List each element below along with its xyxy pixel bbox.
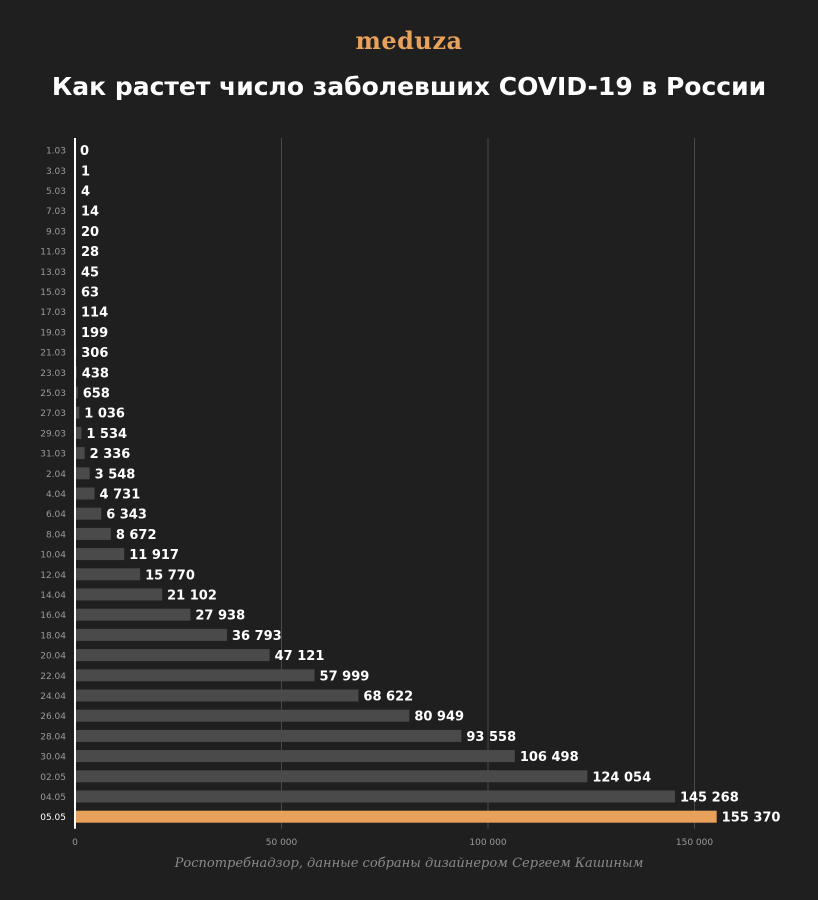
category-label: 05.05	[40, 813, 66, 823]
value-label: 658	[83, 387, 110, 402]
category-label: 28.04	[40, 732, 66, 742]
value-label: 45	[81, 265, 99, 280]
source-note: Роспотребнадзор, данные собраны дизайнер…	[174, 856, 644, 871]
value-label: 8 672	[116, 528, 157, 543]
bar	[75, 426, 82, 439]
value-label: 3 548	[95, 467, 136, 482]
bar	[75, 386, 78, 399]
value-label: 4	[81, 185, 90, 200]
value-label: 145 268	[680, 791, 739, 806]
value-label: 6 343	[106, 508, 147, 523]
value-label: 68 622	[363, 690, 413, 705]
bar	[75, 729, 462, 742]
value-label: 28	[81, 245, 99, 260]
category-label: 6.04	[46, 510, 66, 520]
value-label: 27 938	[195, 609, 245, 624]
chart-title: Как растет число заболевших COVID-19 в Р…	[51, 72, 767, 101]
value-label: 0	[80, 144, 89, 159]
category-label: 18.04	[40, 631, 66, 641]
value-label: 11 917	[129, 548, 179, 563]
value-label: 114	[81, 306, 108, 321]
category-label: 16.04	[40, 611, 66, 621]
category-label: 12.04	[40, 571, 66, 581]
bar	[75, 487, 95, 500]
bar	[75, 588, 163, 601]
category-label: 19.03	[40, 328, 66, 338]
category-label: 02.05	[40, 773, 66, 783]
value-label: 4 731	[100, 488, 141, 503]
category-label: 11.03	[40, 248, 66, 258]
value-label: 20	[81, 225, 99, 240]
bar	[75, 548, 125, 561]
value-label: 1 534	[86, 427, 127, 442]
category-label: 24.04	[40, 692, 66, 702]
category-label: 25.03	[40, 389, 66, 399]
bar	[75, 649, 270, 662]
bar	[75, 507, 102, 520]
value-label: 80 949	[414, 710, 464, 725]
category-label: 8.04	[46, 530, 66, 540]
value-label: 155 370	[722, 811, 781, 826]
category-label: 3.03	[46, 167, 66, 177]
category-label: 1.03	[46, 147, 66, 157]
value-label: 1 036	[84, 407, 125, 422]
category-label: 31.03	[40, 450, 66, 460]
x-tick-label: 100 000	[469, 838, 506, 848]
bar	[75, 669, 315, 682]
bar	[75, 467, 90, 480]
x-tick-label: 150 000	[676, 838, 713, 848]
value-label: 199	[81, 326, 108, 341]
value-label: 106 498	[520, 750, 579, 765]
category-label: 30.04	[40, 753, 66, 763]
category-label: 22.04	[40, 672, 66, 682]
value-label: 36 793	[232, 629, 282, 644]
bar	[75, 568, 141, 581]
x-tick-label: 50 000	[266, 838, 298, 848]
category-label: 04.05	[40, 793, 66, 803]
bar	[75, 770, 588, 783]
category-label: 20.04	[40, 652, 66, 662]
bar	[75, 689, 359, 702]
category-label: 9.03	[46, 227, 66, 237]
bar	[75, 750, 515, 763]
category-label: 13.03	[40, 268, 66, 278]
bar	[75, 608, 191, 621]
category-label: 29.03	[40, 429, 66, 439]
category-label: 23.03	[40, 369, 66, 379]
value-label: 21 102	[167, 589, 217, 604]
category-label: 14.04	[40, 591, 66, 601]
x-tick-label: 0	[72, 838, 78, 848]
value-label: 15 770	[145, 568, 195, 583]
category-label: 15.03	[40, 288, 66, 298]
bar	[75, 527, 111, 540]
bar	[75, 447, 85, 460]
value-label: 2 336	[90, 447, 131, 462]
value-label: 47 121	[275, 649, 325, 664]
bar	[75, 709, 410, 722]
category-label: 17.03	[40, 308, 66, 318]
category-label: 21.03	[40, 349, 66, 359]
category-label: 10.04	[40, 551, 66, 561]
bar	[75, 406, 80, 419]
value-label: 124 054	[592, 770, 651, 785]
value-label: 438	[82, 366, 109, 381]
category-label: 2.04	[46, 470, 66, 480]
value-label: 1	[81, 164, 90, 179]
category-label: 7.03	[46, 207, 66, 217]
bar	[75, 790, 675, 803]
value-label: 14	[81, 205, 99, 220]
bar	[75, 810, 717, 823]
value-label: 63	[81, 286, 99, 301]
value-label: 306	[81, 346, 108, 361]
value-label: 93 558	[466, 730, 516, 745]
bar	[75, 628, 227, 641]
meduza-logo: meduza	[355, 26, 463, 55]
category-label: 26.04	[40, 712, 66, 722]
category-label: 27.03	[40, 409, 66, 419]
category-label: 4.04	[46, 490, 66, 500]
value-label: 57 999	[320, 669, 370, 684]
category-label: 5.03	[46, 187, 66, 197]
